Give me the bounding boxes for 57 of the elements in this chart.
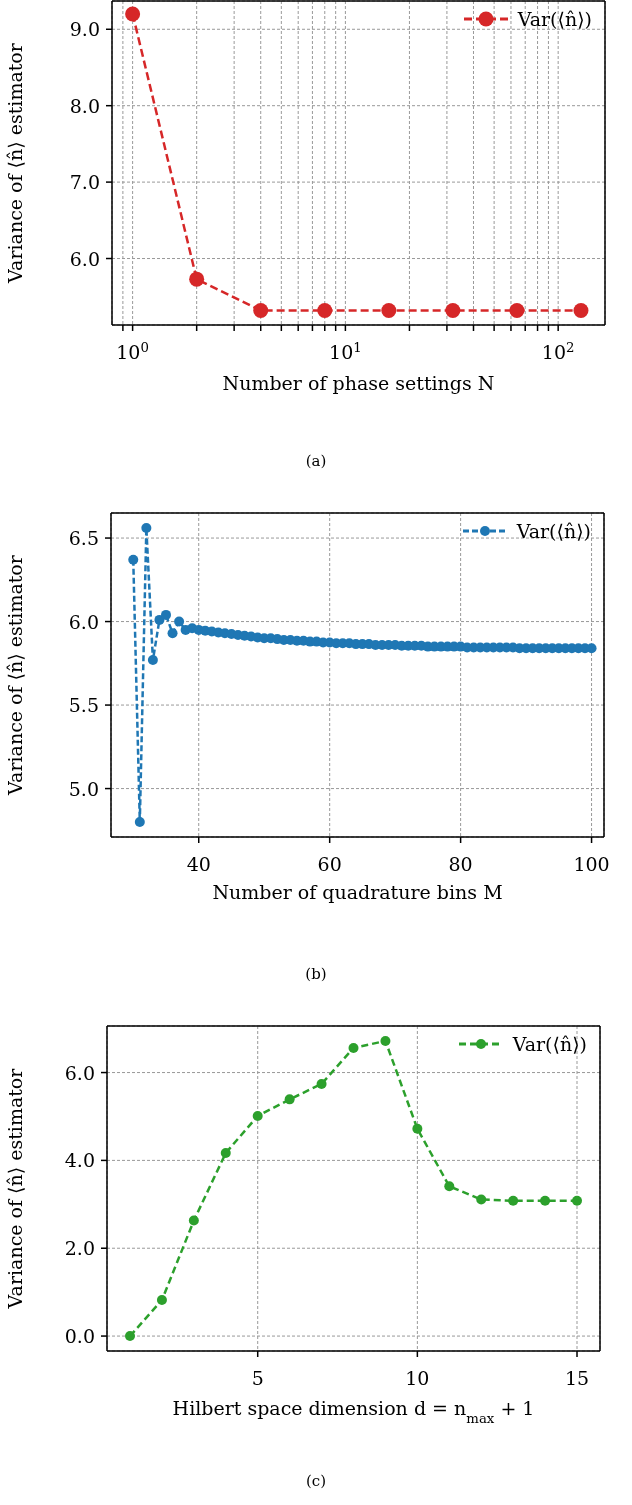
- x-tick-label: 40: [186, 853, 211, 875]
- y-tick-label: 0.0: [64, 1325, 95, 1348]
- point: [348, 1042, 359, 1053]
- point: [380, 1035, 391, 1046]
- point: [220, 1147, 231, 1158]
- y-tick-label: 6.0: [64, 1061, 95, 1084]
- point: [156, 1295, 167, 1306]
- x-axis-title: Hilbert space dimension d = n$_{max}$ + 1: [172, 1397, 535, 1426]
- x-axis-title: Number of phase settings N: [222, 372, 495, 394]
- x-tick-label: 10$^{2}$: [541, 339, 575, 363]
- point: [252, 1111, 263, 1122]
- point: [573, 302, 589, 318]
- text: (a): [304, 452, 328, 470]
- point: [317, 302, 333, 318]
- point: [189, 271, 205, 287]
- y-tick-label: 6.0: [69, 247, 100, 270]
- text: (c): [304, 1472, 328, 1490]
- y-tick-label: 6.0: [68, 610, 99, 633]
- y-axis-title: Variance of ⟨n̂⟩ estimator: [4, 42, 26, 284]
- legend-label: Var(⟨n̂⟩): [516, 520, 591, 542]
- y-tick-label: 9.0: [69, 18, 100, 41]
- point: [316, 1078, 327, 1089]
- x-tick-label: 10$^{0}$: [116, 339, 149, 363]
- point: [412, 1123, 423, 1134]
- x-tick-label: 100: [573, 853, 610, 875]
- y-tick-label: 4.0: [64, 1149, 95, 1172]
- y-tick-label: 6.5: [68, 527, 99, 550]
- y-tick-label: 5.5: [68, 694, 99, 717]
- x-tick-label: 60: [317, 853, 342, 875]
- y-tick-label: 7.0: [69, 171, 100, 194]
- x-tick-label: 10: [405, 1367, 430, 1389]
- point: [445, 302, 461, 318]
- x-tick-label: 5: [251, 1367, 264, 1389]
- x-tick-label: 10$^{1}$: [329, 339, 362, 363]
- x-axis-title: Number of quadrature bins M: [212, 881, 503, 903]
- x-tick-label: 15: [564, 1367, 590, 1389]
- point: [509, 302, 525, 318]
- point: [381, 302, 397, 318]
- y-axis-title: Variance of ⟨n̂⟩ estimator: [4, 1067, 26, 1310]
- y-tick-label: 8.0: [69, 94, 100, 117]
- point: [476, 1194, 487, 1205]
- y-tick-label: 5.0: [68, 777, 99, 800]
- y-tick-label: 2.0: [64, 1237, 95, 1260]
- point: [253, 302, 269, 318]
- point: [284, 1094, 295, 1105]
- text: (b): [304, 965, 328, 983]
- point: [124, 1331, 135, 1342]
- point: [125, 6, 141, 22]
- legend-label: Var(⟨n̂⟩): [517, 8, 592, 30]
- point: [572, 1195, 583, 1206]
- point: [540, 1195, 551, 1206]
- point: [444, 1181, 455, 1192]
- y-axis-title: Variance of ⟨n̂⟩ estimator: [4, 554, 26, 796]
- x-tick-label: 80: [448, 853, 473, 875]
- point: [508, 1195, 519, 1206]
- legend-label: Var(⟨n̂⟩): [512, 1033, 587, 1055]
- point: [188, 1215, 199, 1226]
